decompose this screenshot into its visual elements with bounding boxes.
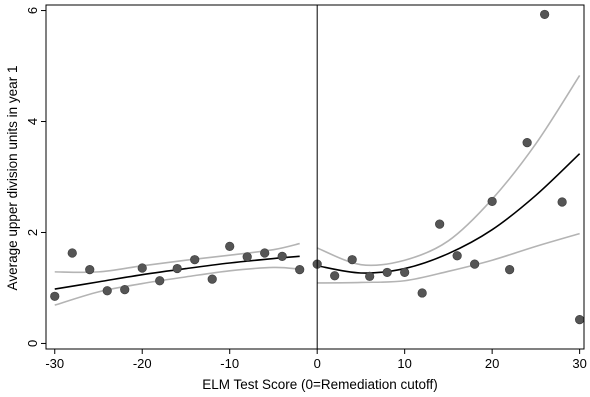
data-point <box>50 291 60 301</box>
data-point <box>225 241 235 251</box>
data-point <box>487 196 497 207</box>
y-tick-label: 0 <box>25 340 40 347</box>
x-tick-label: 30 <box>572 356 586 371</box>
data-point <box>67 248 77 258</box>
ci-lower-left <box>54 266 300 306</box>
data-point <box>172 263 182 274</box>
x-tick-label: -20 <box>133 356 152 371</box>
data-point <box>522 138 532 148</box>
fit-line-right <box>317 153 581 274</box>
data-point <box>295 265 305 275</box>
plot-area <box>50 9 585 325</box>
data-point <box>190 255 200 265</box>
data-point <box>242 252 252 262</box>
data-point <box>575 314 585 325</box>
ci-lower-right <box>317 232 580 284</box>
data-point <box>382 267 392 278</box>
plot-frame <box>45 4 585 350</box>
y-tick-label: 6 <box>25 7 40 14</box>
x-tick-label: -10 <box>220 356 239 371</box>
data-point <box>365 271 375 281</box>
data-point <box>417 288 427 298</box>
x-tick-label: -30 <box>45 356 64 371</box>
x-tick-label: 0 <box>314 356 321 371</box>
data-point <box>435 219 445 229</box>
data-point <box>102 286 112 296</box>
data-point <box>207 274 217 284</box>
axes: -30 -20 -10 0 10 20 30 0 2 4 6 <box>25 4 587 371</box>
data-point <box>505 265 515 275</box>
y-tick-label: 2 <box>25 229 40 236</box>
data-point <box>137 263 147 273</box>
data-point <box>557 197 567 207</box>
data-point <box>470 259 480 269</box>
x-tick-label: 10 <box>397 356 411 371</box>
data-point <box>330 271 340 281</box>
ci-upper-right <box>316 75 581 267</box>
data-point <box>155 276 165 286</box>
x-tick-label: 20 <box>485 356 499 371</box>
data-point <box>452 251 462 261</box>
fit-line-left <box>54 255 300 290</box>
data-point <box>85 265 95 275</box>
data-point <box>347 255 357 265</box>
x-axis-title: ELM Test Score (0=Remediation cutoff) <box>202 377 438 392</box>
y-tick-label: 4 <box>25 118 40 125</box>
y-axis-title: Average upper division units in year 1 <box>5 66 20 291</box>
data-point <box>277 251 287 261</box>
data-point <box>540 9 550 20</box>
data-point <box>400 267 410 278</box>
data-point <box>260 248 270 258</box>
ci-upper-left <box>54 242 300 274</box>
data-point <box>120 285 130 295</box>
